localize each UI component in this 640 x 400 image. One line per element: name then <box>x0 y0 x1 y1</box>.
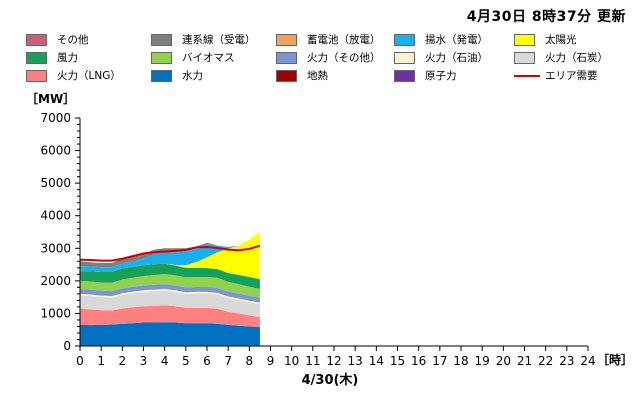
area-series <box>80 263 260 289</box>
area-series <box>80 290 260 318</box>
legend-label: 火力（LNG） <box>57 70 121 82</box>
x-tick-label: 4 <box>161 354 169 368</box>
legend-color-swatch <box>151 52 172 64</box>
legend-color-swatch <box>276 34 297 46</box>
x-tick-label: 0 <box>76 354 84 368</box>
y-axis-unit-label: ［MW］ <box>26 91 75 106</box>
legend-label: 連系線（受電） <box>182 34 256 46</box>
y-tick-label: 7000 <box>40 111 71 125</box>
y-tick-label: 0 <box>63 339 71 353</box>
x-tick-label: 11 <box>305 354 320 368</box>
x-tick-label: 18 <box>453 354 468 368</box>
y-tick-label: 2000 <box>40 274 71 288</box>
x-tick-label: 13 <box>348 354 363 368</box>
x-tick-label: 9 <box>267 354 275 368</box>
area-series <box>80 284 260 303</box>
legend-label: 蓄電池（放電） <box>307 34 381 46</box>
x-tick-label: 12 <box>326 354 341 368</box>
legend-color-swatch <box>394 52 415 64</box>
legend-color-swatch <box>26 52 47 64</box>
x-tick-label: 6 <box>203 354 211 368</box>
legend-label: その他 <box>57 34 89 46</box>
legend-color-swatch <box>151 34 172 46</box>
x-tick-label: 24 <box>580 354 595 368</box>
x-tick-label: 17 <box>432 354 447 368</box>
x-tick-label: 7 <box>224 354 232 368</box>
x-tick-label: 8 <box>246 354 254 368</box>
area-series <box>80 305 260 328</box>
x-tick-label: 1 <box>97 354 105 368</box>
legend-color-swatch <box>514 52 535 64</box>
legend-color-swatch <box>276 52 297 64</box>
x-tick-label: 21 <box>517 354 532 368</box>
area-series <box>80 322 260 346</box>
x-tick-label: 23 <box>559 354 574 368</box>
legend-label: バイオマス <box>182 52 235 64</box>
legend-label: 原子力 <box>425 70 457 82</box>
legend-label: 揚水（発電） <box>425 34 488 46</box>
x-tick-label: 19 <box>475 354 490 368</box>
legend-label: 太陽光 <box>545 34 577 46</box>
legend-color-swatch <box>151 70 172 82</box>
x-axis-date-label: 4/30(木) <box>302 372 359 388</box>
legend-label: 火力（その他） <box>307 52 381 64</box>
legend-label: 風力 <box>57 52 78 64</box>
legend-color-swatch <box>276 70 297 82</box>
area-series <box>80 232 260 280</box>
legend-line-swatch <box>514 75 540 77</box>
area-series <box>80 289 260 305</box>
legend-color-swatch <box>26 70 47 82</box>
area-series <box>80 232 260 273</box>
legend-color-swatch <box>26 34 47 46</box>
x-tick-label: 10 <box>284 354 299 368</box>
update-timestamp: 4月30日 8時37分 更新 <box>466 9 626 25</box>
legend-color-swatch <box>514 34 535 46</box>
legend-color-swatch <box>394 70 415 82</box>
x-tick-label: 14 <box>369 354 384 368</box>
legend-label: 火力（石炭） <box>545 52 608 64</box>
legend-label: 水力 <box>182 70 203 82</box>
legend-color-swatch <box>394 34 415 46</box>
x-tick-label: 22 <box>538 354 553 368</box>
x-tick-label: 15 <box>390 354 405 368</box>
x-axis-unit-label: ［時］ <box>597 352 633 367</box>
x-tick-label: 16 <box>411 354 426 368</box>
y-tick-label: 1000 <box>40 306 71 320</box>
legend-label: 火力（石油） <box>425 52 488 64</box>
legend-label: 地熱 <box>307 70 328 82</box>
y-tick-label: 3000 <box>40 241 71 255</box>
x-tick-label: 3 <box>140 354 148 368</box>
area-series <box>80 274 260 298</box>
y-tick-label: 6000 <box>40 144 71 158</box>
y-tick-label: 4000 <box>40 209 71 223</box>
x-tick-label: 2 <box>119 354 127 368</box>
x-tick-label: 20 <box>496 354 511 368</box>
x-tick-label: 5 <box>182 354 190 368</box>
y-tick-label: 5000 <box>40 176 71 190</box>
demand-line <box>79 244 261 262</box>
legend-label: エリア需要 <box>545 70 598 82</box>
